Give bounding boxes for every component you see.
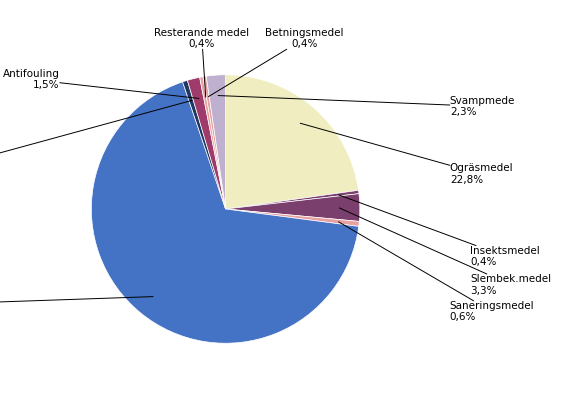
Wedge shape [183, 80, 226, 209]
Text: Slembek.medel
3,3%: Slembek.medel 3,3% [340, 208, 552, 296]
Text: Tryck- och
vakuumimpregneri
ngsmedel
67,8%: Tryck- och vakuumimpregneri ngsmedel 67,… [0, 281, 153, 326]
Text: Betningsmedel
0,4%: Betningsmedel 0,4% [209, 28, 344, 97]
Text: Insektsmedel
0,4%: Insektsmedel 0,4% [338, 195, 540, 267]
Wedge shape [226, 75, 359, 209]
Wedge shape [203, 76, 226, 209]
Wedge shape [187, 77, 226, 209]
Text: Resterande medel
0,4%: Resterande medel 0,4% [155, 28, 249, 97]
Text: Saneringsmedel
0,6%: Saneringsmedel 0,6% [338, 222, 535, 322]
Wedge shape [226, 209, 359, 227]
Text: Ogräsmedel
22,8%: Ogräsmedel 22,8% [300, 123, 513, 185]
Text: Antifouling
1,5%: Antifouling 1,5% [3, 69, 199, 99]
Wedge shape [226, 190, 359, 209]
Text: Svampmede
2,3%: Svampmede 2,3% [218, 96, 515, 117]
Wedge shape [200, 76, 226, 209]
Wedge shape [206, 75, 226, 209]
Wedge shape [91, 82, 359, 343]
Wedge shape [226, 194, 360, 222]
Text: Övriga
träskyddsmedel
0,6%: Övriga träskyddsmedel 0,6% [0, 100, 192, 187]
